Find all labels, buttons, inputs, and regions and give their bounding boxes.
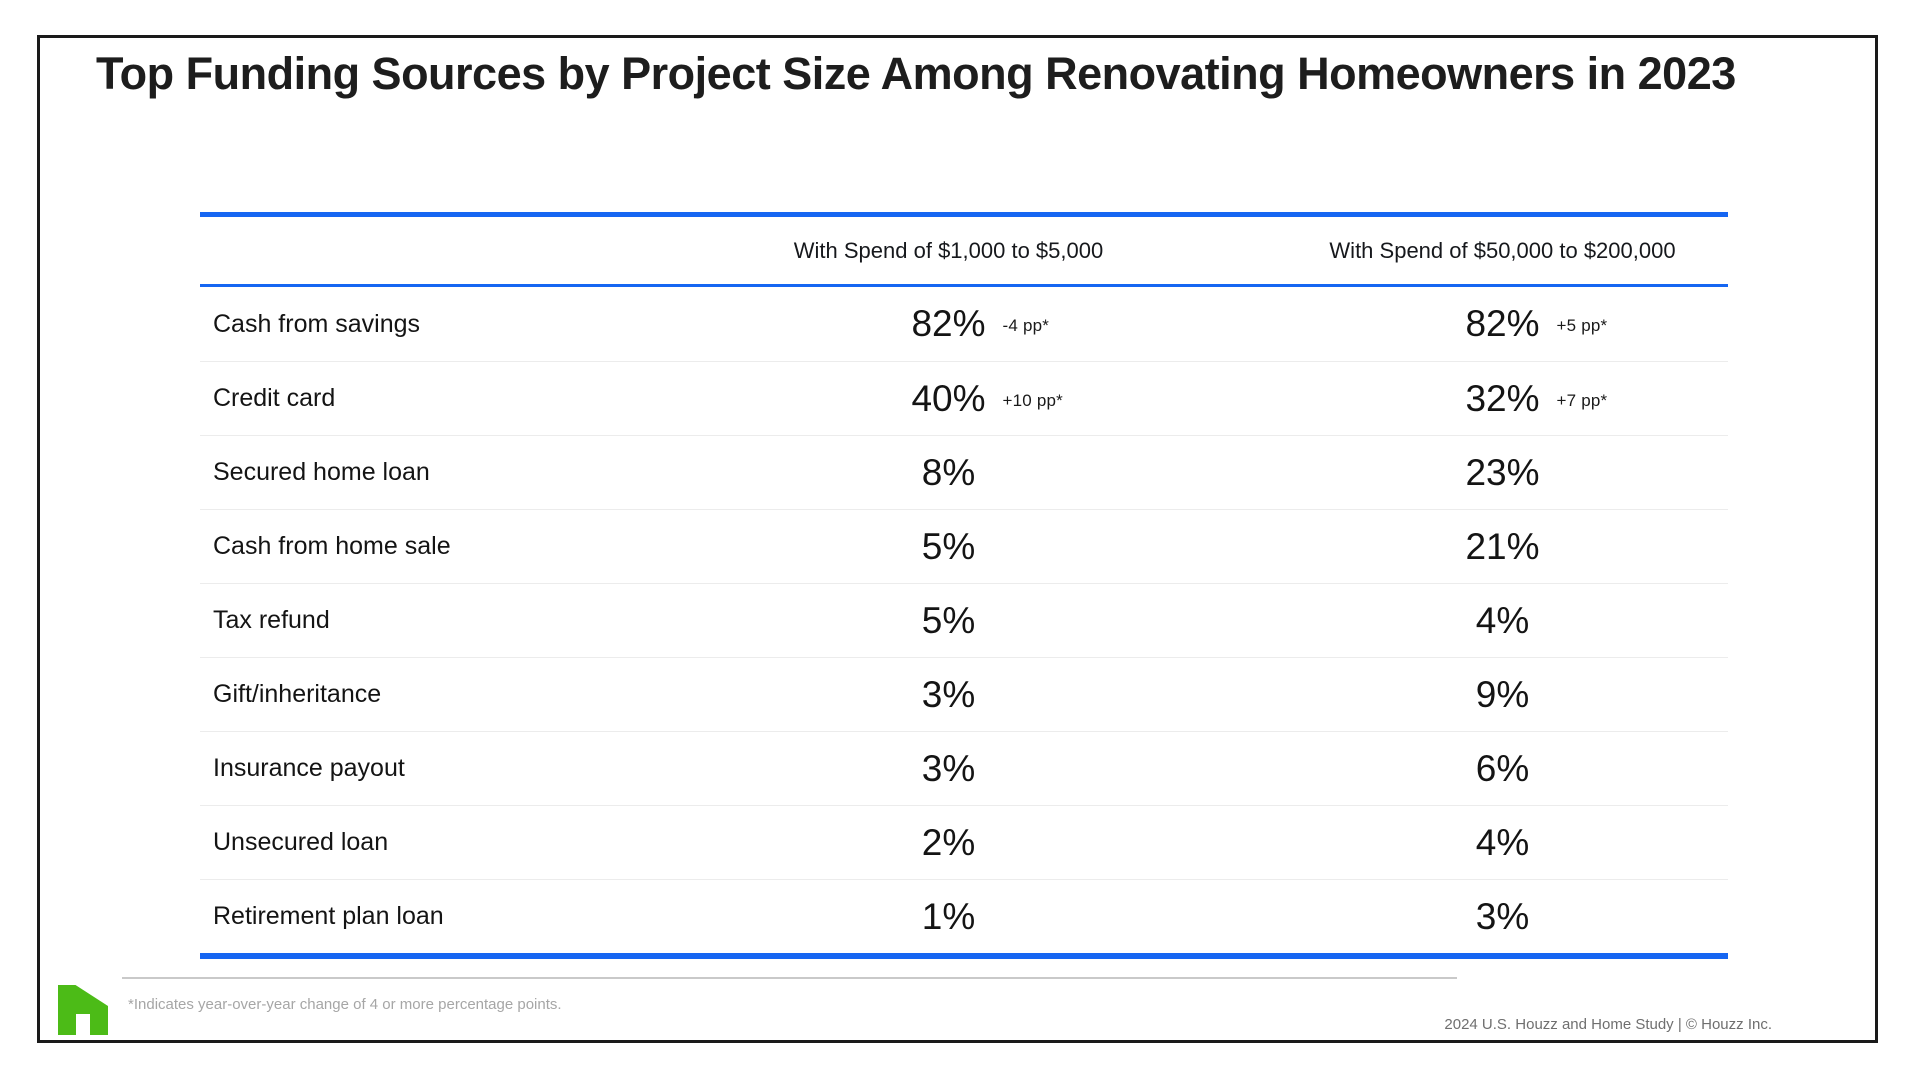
value-cell-small-spend: 82% -4 pp* [620, 303, 1277, 345]
percent-value: 1% [921, 895, 976, 937]
table-row: Credit card 40% +10 pp* 32% +7 pp* [200, 361, 1728, 435]
footnote-divider [122, 977, 1457, 979]
row-label: Credit card [213, 384, 336, 412]
table-row: Insurance payout 3% 6% [200, 731, 1728, 805]
value-cell-small-spend: 3% [620, 674, 1277, 716]
percent-value: 5% [921, 525, 976, 567]
percent-value: 21% [1465, 525, 1540, 567]
source-credit-text: 2024 U.S. Houzz and Home Study | © Houzz… [1444, 1016, 1772, 1033]
value-cell-small-spend: 3% [620, 748, 1277, 790]
row-label: Gift/inheritance [213, 680, 382, 708]
yoy-change-note: +7 pp* [1556, 390, 1608, 410]
value-cell-large-spend: 23% [1277, 452, 1728, 494]
value-cell-small-spend: 5% [620, 600, 1277, 642]
footnote-text: *Indicates year-over-year change of 4 or… [128, 996, 562, 1013]
row-label: Cash from savings [213, 309, 421, 338]
yoy-change-note: +10 pp* [1002, 390, 1063, 410]
percent-value: 4% [1475, 599, 1530, 641]
value-cell-large-spend: 6% [1277, 748, 1728, 790]
percent-value: 4% [1475, 821, 1530, 863]
value-cell-large-spend: 9% [1277, 674, 1728, 716]
value-cell-small-spend: 40% +10 pp* [620, 378, 1277, 420]
value-cell-small-spend: 5% [620, 526, 1277, 568]
column-header-small-spend: With Spend of $1,000 to $5,000 [793, 237, 1104, 263]
table-row: Secured home loan 8% 23% [200, 435, 1728, 509]
percent-value: 32% [1465, 377, 1540, 419]
value-cell-large-spend: 4% [1277, 822, 1728, 864]
percent-value: 23% [1465, 451, 1540, 493]
table-row: Cash from home sale 5% 21% [200, 509, 1728, 583]
value-cell-small-spend: 2% [620, 822, 1277, 864]
percent-value: 6% [1475, 747, 1530, 789]
percent-value: 82% [911, 303, 986, 344]
value-cell-small-spend: 8% [620, 452, 1277, 494]
row-label: Secured home loan [213, 458, 430, 486]
row-label: Insurance payout [213, 754, 405, 782]
table-row: Unsecured loan 2% 4% [200, 805, 1728, 879]
percent-value: 82% [1465, 303, 1540, 344]
row-label: Tax refund [213, 606, 330, 634]
value-cell-large-spend: 3% [1277, 896, 1728, 938]
percent-value: 8% [921, 451, 976, 493]
table-row: Tax refund 5% 4% [200, 583, 1728, 657]
funding-sources-table: With Spend of $1,000 to $5,000 With Spen… [200, 212, 1728, 959]
yoy-change-note: -4 pp* [1002, 316, 1050, 335]
table-body: Cash from savings 82% -4 pp* 82% +5 pp* … [200, 287, 1728, 953]
value-cell-large-spend: 4% [1277, 600, 1728, 642]
value-cell-large-spend: 82% +5 pp* [1277, 303, 1728, 345]
percent-value: 9% [1475, 673, 1530, 715]
houzz-logo-icon [58, 985, 108, 1035]
column-header-large-spend: With Spend of $50,000 to $200,000 [1329, 237, 1676, 263]
table-row: Retirement plan loan 1% 3% [200, 879, 1728, 953]
percent-value: 40% [911, 377, 986, 419]
percent-value: 2% [921, 821, 976, 863]
value-cell-large-spend: 21% [1277, 526, 1728, 568]
row-label: Retirement plan loan [213, 902, 444, 930]
percent-value: 3% [921, 673, 976, 715]
percent-value: 5% [921, 599, 976, 641]
table-header-row: With Spend of $1,000 to $5,000 With Spen… [200, 217, 1728, 287]
slide-frame [37, 35, 1878, 1043]
value-cell-large-spend: 32% +7 pp* [1277, 378, 1728, 420]
value-cell-small-spend: 1% [620, 896, 1277, 938]
page-title: Top Funding Sources by Project Size Amon… [96, 48, 1736, 99]
yoy-change-note: +5 pp* [1556, 316, 1608, 335]
row-label: Cash from home sale [213, 532, 451, 560]
percent-value: 3% [1475, 895, 1530, 937]
percent-value: 3% [921, 747, 976, 789]
row-label: Unsecured loan [213, 828, 389, 856]
table-row: Gift/inheritance 3% 9% [200, 657, 1728, 731]
table-row: Cash from savings 82% -4 pp* 82% +5 pp* [200, 287, 1728, 361]
